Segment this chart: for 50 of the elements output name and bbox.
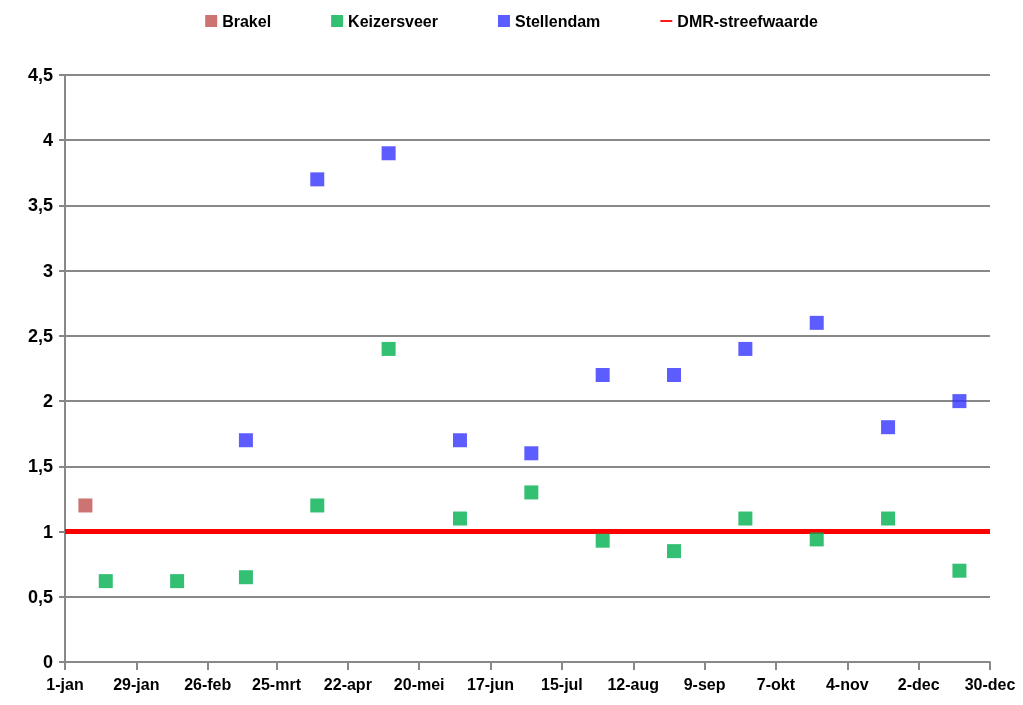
x-tick-label: 26-feb bbox=[184, 675, 232, 693]
legend-label: DMR-streefwaarde bbox=[677, 12, 818, 30]
y-tick-label: 2,5 bbox=[27, 325, 53, 346]
y-tick-label: 4,5 bbox=[27, 65, 53, 85]
x-tick-label: 29-jan bbox=[113, 675, 160, 693]
point bbox=[809, 315, 824, 330]
x-tick-label: 25-mrt bbox=[252, 675, 302, 693]
point bbox=[881, 511, 896, 526]
x-tick-label: 15-jul bbox=[541, 675, 583, 693]
point bbox=[524, 446, 539, 461]
point bbox=[738, 341, 753, 356]
point bbox=[809, 532, 824, 547]
point bbox=[452, 511, 467, 526]
point bbox=[595, 533, 610, 548]
y-tick-label: 0 bbox=[42, 652, 53, 672]
x-tick-label: 9-sep bbox=[683, 675, 726, 693]
point bbox=[595, 368, 610, 383]
point bbox=[524, 485, 539, 500]
x-tick-label: 17-jun bbox=[466, 675, 515, 693]
point bbox=[952, 563, 967, 578]
legend-label: Keizersveer bbox=[348, 12, 438, 30]
y-tick-label: 3 bbox=[42, 260, 53, 281]
y-tick-label: 2 bbox=[42, 391, 53, 412]
x-tick-label: 4-nov bbox=[825, 675, 869, 693]
y-tick-label: 0,5 bbox=[27, 586, 53, 607]
point bbox=[310, 172, 325, 187]
point bbox=[952, 394, 967, 409]
x-tick-label: 2-dec bbox=[897, 675, 940, 693]
x-tick-label: 20-mei bbox=[393, 675, 445, 693]
legend-label: Brakel bbox=[222, 12, 272, 30]
x-tick-label: 30-dec bbox=[964, 675, 1016, 693]
y-tick-label: 1 bbox=[42, 521, 53, 542]
point bbox=[881, 420, 896, 435]
legend-label: Stellendam bbox=[514, 12, 601, 30]
point bbox=[667, 368, 682, 383]
point bbox=[738, 511, 753, 526]
y-tick-label: 4 bbox=[42, 130, 53, 151]
point bbox=[381, 341, 396, 356]
x-tick-label: 22-apr bbox=[323, 675, 372, 693]
point bbox=[238, 433, 253, 448]
y-tick-label: 1,5 bbox=[27, 456, 53, 477]
x-tick-label: 1-jan bbox=[46, 675, 84, 693]
point bbox=[381, 146, 396, 161]
x-tick-label: 12-aug bbox=[607, 675, 660, 693]
y-tick-label: 3,5 bbox=[27, 195, 53, 216]
point bbox=[667, 544, 682, 559]
point bbox=[452, 433, 467, 448]
point bbox=[310, 498, 325, 513]
point bbox=[238, 570, 253, 585]
x-tick-label: 7-okt bbox=[756, 675, 796, 693]
